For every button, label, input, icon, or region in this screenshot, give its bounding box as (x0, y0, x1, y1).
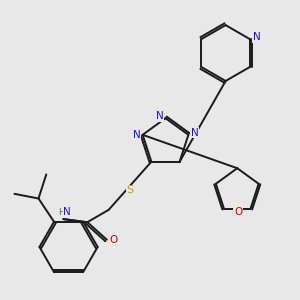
Text: S: S (126, 185, 133, 195)
Text: N: N (191, 128, 199, 138)
Text: O: O (234, 207, 242, 217)
Text: N: N (253, 32, 261, 42)
Text: H: H (58, 208, 65, 217)
Text: O: O (110, 235, 118, 244)
Text: N: N (63, 208, 71, 218)
Text: N: N (133, 130, 140, 140)
Text: N: N (156, 111, 164, 121)
